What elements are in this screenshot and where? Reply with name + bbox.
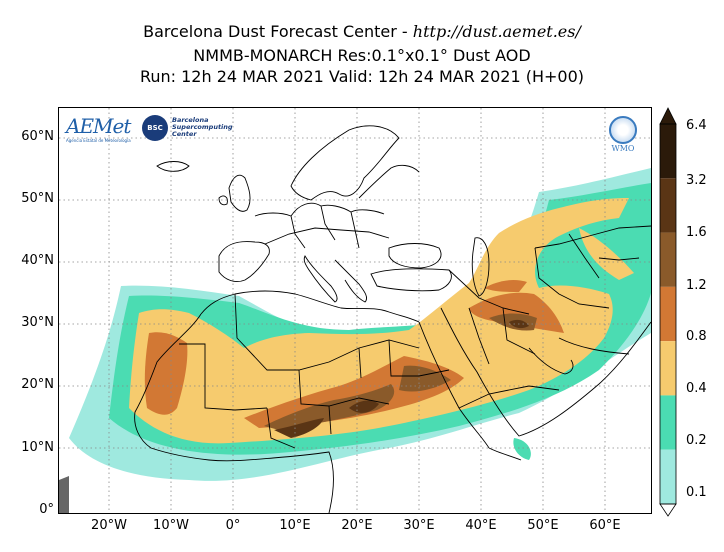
graticule	[59, 108, 651, 513]
colorbar-extend-bottom	[659, 503, 677, 517]
aemet-logo-subtitle: Agencia Estatal de Meteorología	[66, 138, 131, 143]
lat-tick-20: 20°N	[21, 377, 54, 392]
colorbar-segment-1	[660, 178, 676, 233]
title-line-1: Barcelona Dust Forecast Center - http://…	[0, 22, 724, 42]
aemet-logo-name: AEMet	[66, 114, 131, 138]
coastlines	[134, 125, 651, 513]
colorbar-label-0.2: 0.2	[686, 433, 707, 448]
title-line-3: Run: 12h 24 MAR 2021 Valid: 12h 24 MAR 2…	[139, 67, 585, 86]
wmo-logo: WMO	[606, 116, 640, 160]
lon-tick-0: 0°	[225, 518, 241, 533]
lat-tick-0: 0°	[39, 502, 54, 517]
colorbar-label-1.6: 1.6	[686, 225, 707, 240]
lon-tick-20e: 20°E	[341, 518, 373, 533]
colorbar-segments	[659, 107, 677, 517]
lon-tick-30e: 30°E	[403, 518, 435, 533]
lon-tick-50e: 50°E	[527, 518, 559, 533]
lon-tick-40e: 40°E	[465, 518, 497, 533]
map-frame	[58, 107, 652, 514]
lat-tick-50: 50°N	[21, 191, 54, 206]
title-center: Barcelona Dust Forecast Center -	[143, 22, 413, 41]
colorbar-segment-2	[660, 232, 676, 287]
lon-tick-60e: 60°E	[589, 518, 621, 533]
lon-tick-10w: 10°W	[153, 518, 189, 533]
colorbar-segment-5	[660, 395, 676, 450]
bsc-logo-text: Barcelona Supercomputing Center	[172, 116, 233, 138]
lat-tick-60: 60°N	[21, 129, 54, 144]
colorbar-segment-4	[660, 341, 676, 396]
colorbar	[659, 107, 677, 517]
colorbar-border	[659, 123, 677, 505]
colorbar-extend-top	[659, 107, 677, 125]
wmo-globe-icon	[609, 116, 637, 144]
lat-tick-40: 40°N	[21, 253, 54, 268]
bsc-logo: BSC Barcelona Supercomputing Center	[142, 115, 242, 143]
dust-map	[59, 108, 651, 513]
colorbar-label-1.2: 1.2	[686, 278, 707, 293]
lat-tick-10: 10°N	[21, 440, 54, 455]
colorbar-label-0.1: 0.1	[686, 485, 707, 500]
title-url: http://dust.aemet.es/	[412, 22, 581, 41]
colorbar-label-6.4: 6.4	[686, 118, 707, 133]
wmo-logo-text: WMO	[611, 144, 635, 153]
colorbar-label-0.8: 0.8	[686, 329, 707, 344]
colorbar-segment-0	[660, 124, 676, 179]
colorbar-segment-6	[660, 449, 676, 504]
lat-tick-30: 30°N	[21, 315, 54, 330]
bsc-logo-mark: BSC	[142, 115, 168, 141]
title-line-2: NMMB-MONARCH Res:0.1°x0.1° Dust AOD	[193, 46, 531, 65]
lon-tick-10e: 10°E	[279, 518, 311, 533]
lon-tick-20w: 20°W	[91, 518, 127, 533]
colorbar-label-0.4: 0.4	[686, 381, 707, 396]
aod-level-0.4	[129, 198, 634, 444]
colorbar-segment-3	[660, 286, 676, 342]
colorbar-label-3.2: 3.2	[686, 173, 707, 188]
no-data-corner	[59, 476, 69, 513]
aemet-logo: AEMet Agencia Estatal de Meteorología	[66, 114, 136, 143]
